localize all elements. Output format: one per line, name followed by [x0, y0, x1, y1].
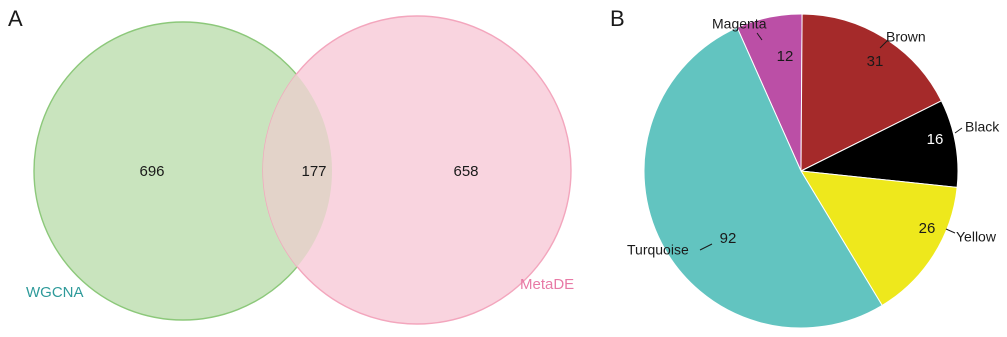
venn-label-wgcna: WGCNA: [26, 284, 84, 301]
pie-value-brown: 31: [867, 53, 884, 70]
pie-leader-black: [954, 127, 963, 134]
venn-count-intersection: 177: [301, 163, 326, 180]
pie-value-turquoise: 92: [720, 230, 737, 247]
venn-count-wgcna: 696: [139, 163, 164, 180]
pie-value-magenta: 12: [777, 48, 794, 65]
venn-count-metade: 658: [453, 163, 478, 180]
pie-slice-black: [799, 100, 959, 188]
pie-leader-brown: [879, 39, 889, 49]
venn-diagram: 696 177 658 WGCNA MetaDE: [26, 15, 574, 325]
pie-label-black: Black: [965, 119, 1000, 135]
pie-leader-magenta: [756, 32, 763, 41]
pie-slice-turquoise: [643, 26, 883, 329]
pie-value-yellow: 26: [919, 220, 936, 237]
panel-b-label: B: [610, 6, 625, 31]
pie-label-magenta: Magenta: [712, 16, 767, 32]
pie-value-black: 16: [927, 131, 944, 148]
pie-slice-brown: [800, 13, 943, 172]
venn-intersection: [263, 74, 332, 267]
panel-a-label: A: [8, 6, 23, 31]
pie-slice-yellow: [800, 170, 958, 307]
pie-label-turquoise: Turquoise: [627, 242, 689, 258]
pie-label-yellow: Yellow: [956, 229, 997, 245]
pie-label-brown: Brown: [886, 29, 926, 45]
pie-leader-turquoise: [699, 243, 713, 251]
pie-leader-yellow: [945, 228, 956, 234]
venn-label-metade: MetaDE: [520, 276, 574, 293]
